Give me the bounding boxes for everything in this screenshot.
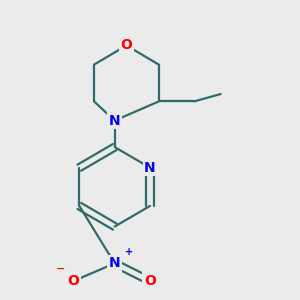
Text: O: O <box>144 274 156 288</box>
Text: −: − <box>56 264 65 274</box>
Text: O: O <box>121 38 132 52</box>
Text: N: N <box>144 161 156 175</box>
Text: +: + <box>125 247 134 256</box>
Text: O: O <box>68 274 80 288</box>
Text: N: N <box>109 114 121 128</box>
Text: N: N <box>109 256 121 270</box>
